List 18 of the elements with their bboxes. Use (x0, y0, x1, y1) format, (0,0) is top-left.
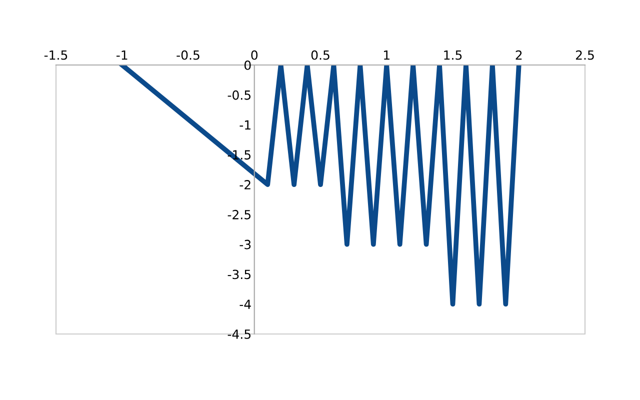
y-tick-label: -2 (240, 180, 250, 190)
x-tick-label: -1.5 (44, 50, 68, 60)
y-tick-label: -4 (240, 300, 251, 309)
y-tick-label: -0.5 (228, 90, 251, 100)
y-tick-label: -2.5 (228, 210, 251, 220)
x-tick-label: 2.5 (576, 50, 594, 60)
x-tick-label: 1.5 (444, 50, 462, 60)
x-tick-label: 0.5 (311, 50, 330, 60)
x-tick-label: -0.5 (176, 50, 200, 60)
x-tick-label: 2 (516, 50, 522, 60)
y-tick-label: -3 (240, 240, 251, 250)
x-tick-label: -1 (116, 50, 128, 60)
y-tick-label: -4.5 (228, 330, 251, 339)
x-tick-label: 0 (251, 50, 258, 60)
y-tick-label: -3.5 (228, 270, 251, 280)
x-tick-label: 1 (384, 50, 390, 60)
y-tick-label: -1 (240, 120, 250, 130)
y-tick-label: 0 (244, 60, 251, 70)
